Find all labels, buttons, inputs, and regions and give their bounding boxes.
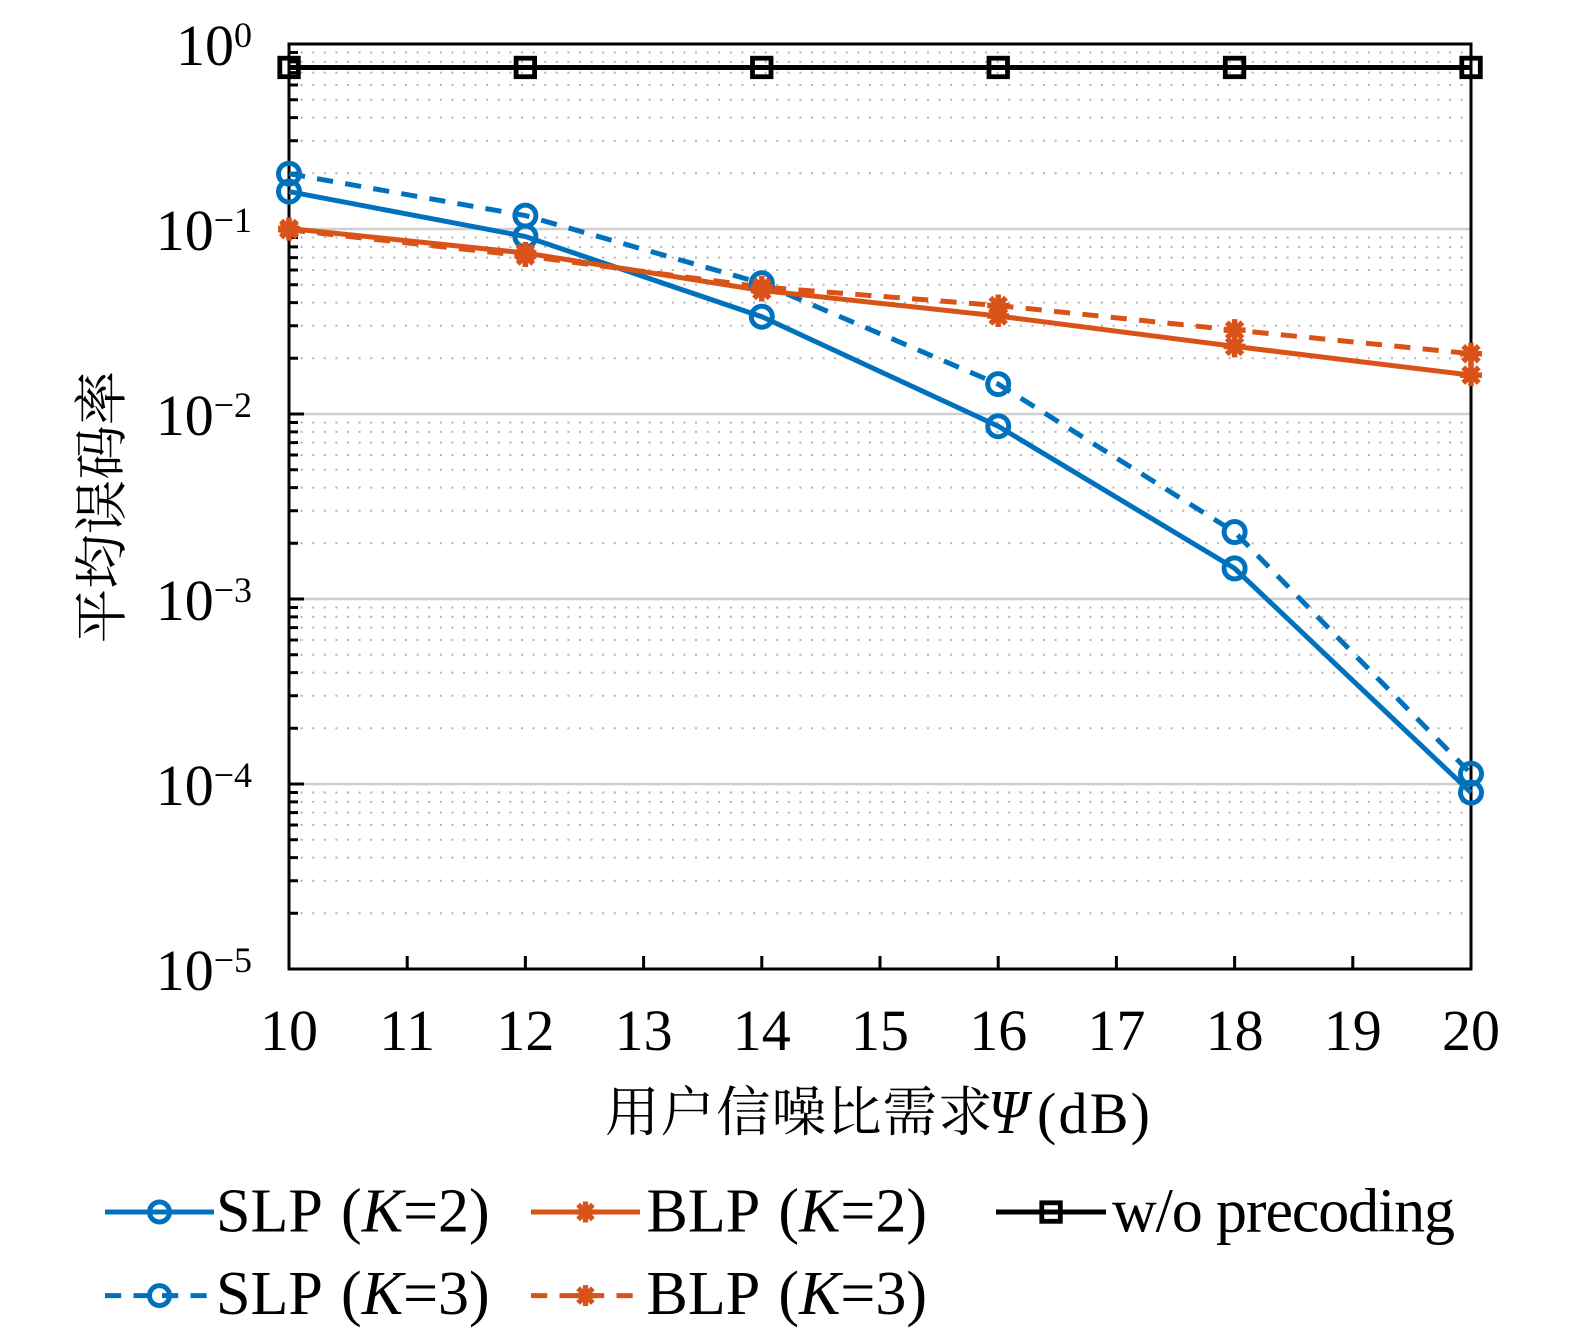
svg-text:11: 11 [379, 998, 435, 1063]
svg-text:20: 20 [1442, 998, 1500, 1063]
svg-text:12: 12 [496, 998, 554, 1063]
svg-text:BLP (K=2): BLP (K=2) [647, 1178, 928, 1246]
svg-text:SLP (K=3): SLP (K=3) [216, 1260, 490, 1328]
svg-text:14: 14 [733, 998, 791, 1063]
svg-text:10−1: 10−1 [156, 198, 252, 263]
svg-text:w/o precoding: w/o precoding [1112, 1178, 1455, 1246]
svg-text:(dB): (dB) [1037, 1081, 1150, 1146]
svg-text:BLP (K=3): BLP (K=3) [647, 1260, 928, 1328]
svg-text:Ψ: Ψ [988, 1079, 1033, 1147]
svg-text:10: 10 [260, 998, 318, 1063]
svg-text:13: 13 [615, 998, 673, 1063]
svg-text:16: 16 [969, 998, 1027, 1063]
svg-text:17: 17 [1087, 998, 1145, 1063]
svg-text:15: 15 [851, 998, 909, 1063]
svg-text:18: 18 [1206, 998, 1264, 1063]
svg-text:19: 19 [1324, 998, 1382, 1063]
svg-text:SLP (K=2): SLP (K=2) [216, 1178, 490, 1246]
